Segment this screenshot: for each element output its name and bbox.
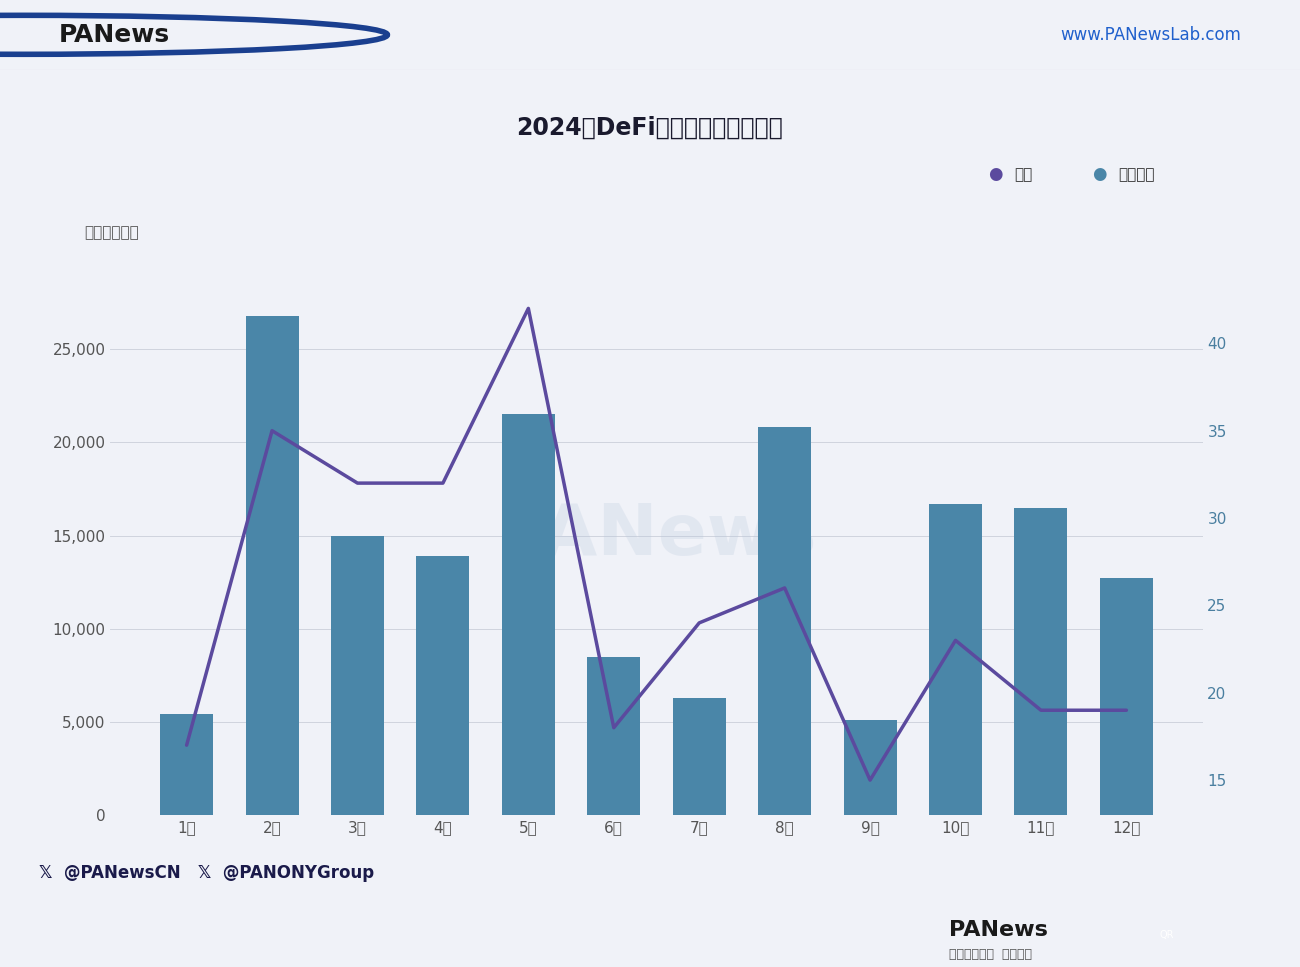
Text: www.PANewsLab.com: www.PANewsLab.com [1061,26,1242,44]
Text: 2024年DeFi赛道各月投融资情况: 2024年DeFi赛道各月投融资情况 [516,116,784,140]
Text: 资金规模: 资金规模 [1118,167,1154,182]
Bar [160,715,213,815]
Bar [758,427,811,815]
Text: QR: QR [1160,930,1174,940]
Text: 𝕏  @PANewsCN   𝕏  @PANONYGroup: 𝕏 @PANewsCN 𝕏 @PANONYGroup [39,864,374,882]
Bar [246,315,299,815]
Text: PANews: PANews [949,920,1048,940]
Bar [502,415,555,815]
Bar [1100,578,1153,815]
Text: 数量: 数量 [1014,167,1032,182]
Text: 扫码下载应用  阅读原文: 扫码下载应用 阅读原文 [949,949,1032,961]
Bar [588,657,641,815]
Bar [672,697,725,815]
Bar [844,720,897,815]
Text: ●: ● [1092,165,1106,184]
Bar [1014,508,1067,815]
Text: ●: ● [988,165,1002,184]
Text: PANews: PANews [58,23,169,46]
Text: 单位：万美元: 单位：万美元 [84,225,139,240]
Bar [332,536,384,815]
Bar [930,504,982,815]
Text: PANews: PANews [495,501,818,570]
Bar [416,556,469,815]
